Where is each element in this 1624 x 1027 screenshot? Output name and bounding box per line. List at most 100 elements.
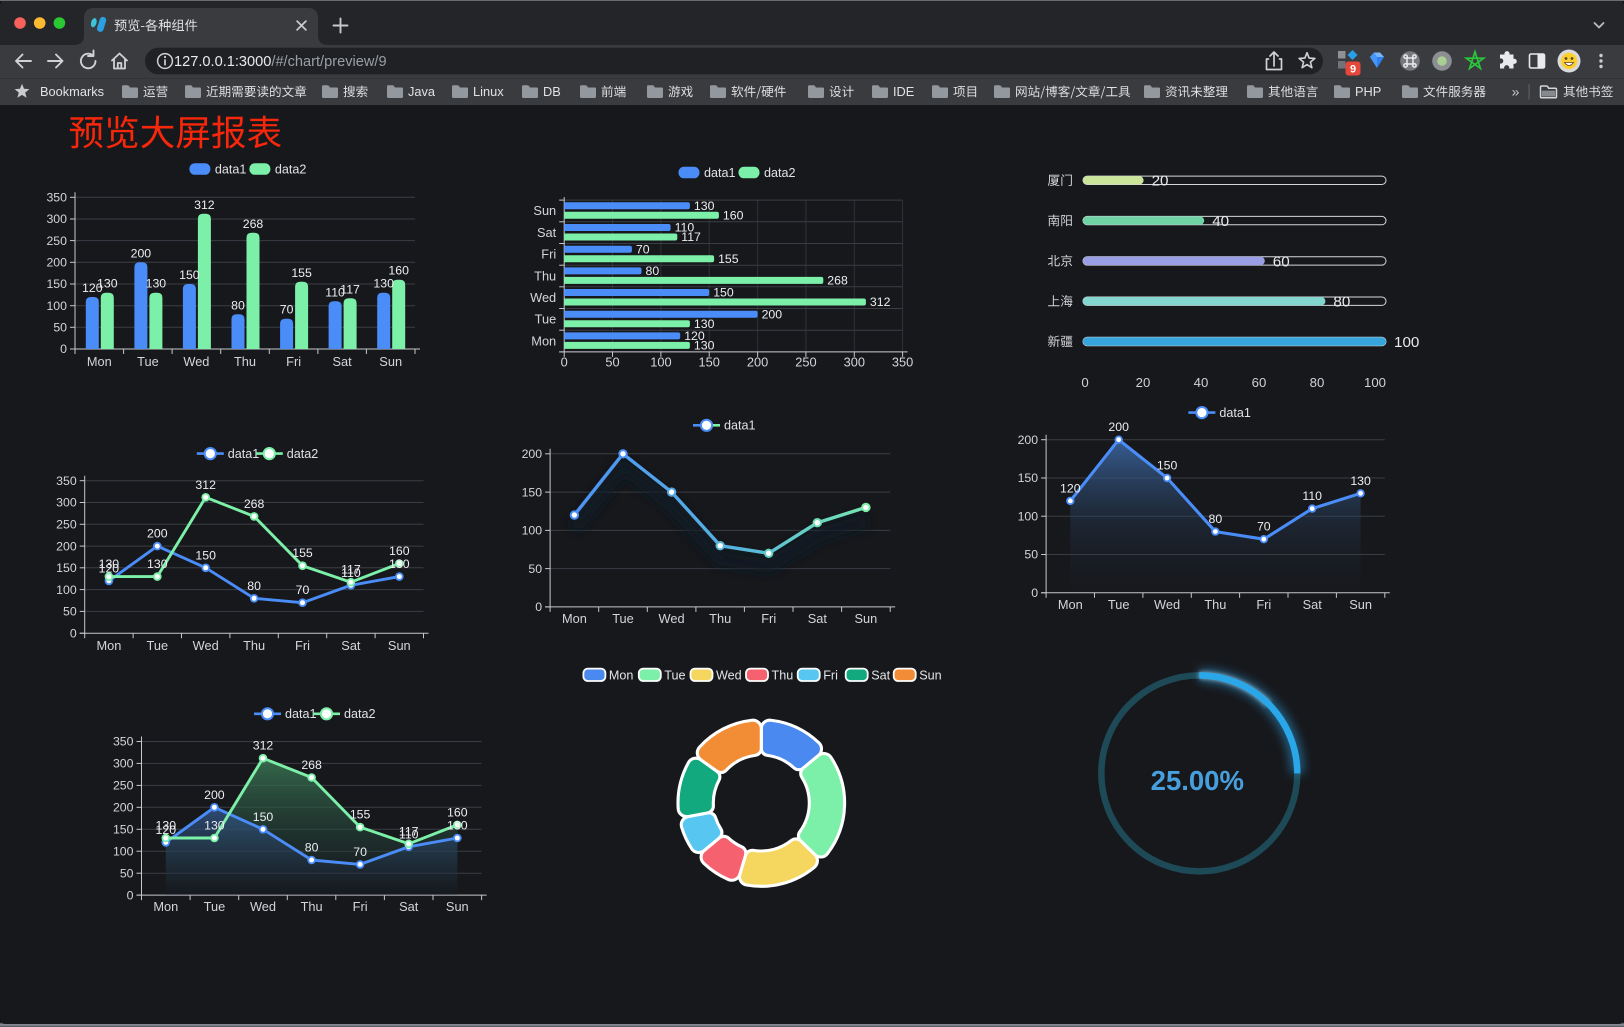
svg-text:110: 110 xyxy=(341,566,361,580)
svg-text:160: 160 xyxy=(389,544,410,558)
svg-text:Fri: Fri xyxy=(286,354,301,369)
svg-text:Mon: Mon xyxy=(87,354,112,369)
svg-text:155: 155 xyxy=(718,252,739,266)
svg-text:150: 150 xyxy=(46,277,67,291)
svg-text:130: 130 xyxy=(373,277,394,291)
svg-text:40: 40 xyxy=(1194,375,1209,390)
svg-text:data1: data1 xyxy=(1219,406,1251,420)
svg-text:130: 130 xyxy=(694,199,715,213)
svg-text:0: 0 xyxy=(70,626,77,640)
svg-text:data1: data1 xyxy=(704,166,736,180)
svg-text:268: 268 xyxy=(243,217,264,231)
svg-text:Mon: Mon xyxy=(531,333,556,348)
svg-text:50: 50 xyxy=(528,562,542,576)
svg-text:117: 117 xyxy=(399,824,419,838)
svg-text:130: 130 xyxy=(147,557,168,571)
svg-text:150: 150 xyxy=(179,268,200,282)
svg-text:0: 0 xyxy=(60,342,67,356)
svg-text:0: 0 xyxy=(1031,586,1038,600)
svg-text:130: 130 xyxy=(389,557,410,571)
svg-text:Fri: Fri xyxy=(353,899,368,914)
svg-text:Thu: Thu xyxy=(301,899,323,914)
svg-text:Sat: Sat xyxy=(399,899,419,914)
svg-text:Thu: Thu xyxy=(1204,597,1226,612)
svg-text:127.0.0.1:3000/#/chart/preview: 127.0.0.1:3000/#/chart/preview/9 xyxy=(174,54,387,70)
svg-text:9: 9 xyxy=(1350,64,1356,76)
svg-text:80: 80 xyxy=(1209,512,1223,526)
svg-text:150: 150 xyxy=(113,823,134,837)
svg-text:110: 110 xyxy=(675,221,695,235)
svg-text:Fri: Fri xyxy=(823,668,838,682)
svg-text:80: 80 xyxy=(231,298,245,312)
svg-text:70: 70 xyxy=(636,242,650,256)
svg-text:50: 50 xyxy=(1024,548,1038,562)
svg-text:Sat: Sat xyxy=(537,225,557,240)
svg-text:200: 200 xyxy=(747,355,768,370)
svg-text:120: 120 xyxy=(684,329,705,343)
svg-text:Java: Java xyxy=(408,84,436,99)
svg-text:Tue: Tue xyxy=(137,354,159,369)
svg-text:Sun: Sun xyxy=(446,899,469,914)
svg-text:350: 350 xyxy=(892,355,913,370)
svg-text:Sun: Sun xyxy=(533,203,556,218)
svg-text:Sun: Sun xyxy=(388,638,411,653)
svg-text:Sat: Sat xyxy=(871,668,890,682)
svg-text:100: 100 xyxy=(46,299,67,313)
svg-text:IDE: IDE xyxy=(893,84,914,99)
svg-text:70: 70 xyxy=(296,583,310,597)
svg-text:Fri: Fri xyxy=(761,611,776,626)
svg-text:0: 0 xyxy=(561,355,568,370)
svg-text:100: 100 xyxy=(56,583,77,597)
svg-text:data2: data2 xyxy=(764,166,796,180)
svg-text:0: 0 xyxy=(127,888,134,902)
svg-text:50: 50 xyxy=(605,355,619,370)
svg-text:268: 268 xyxy=(827,274,848,288)
svg-text:70: 70 xyxy=(353,845,367,859)
svg-text:Bookmarks: Bookmarks xyxy=(40,84,104,99)
svg-text:200: 200 xyxy=(46,256,67,270)
svg-text:Mon: Mon xyxy=(153,899,178,914)
svg-text:100: 100 xyxy=(1018,510,1039,524)
svg-text:150: 150 xyxy=(713,286,734,300)
svg-text:Thu: Thu xyxy=(534,268,556,283)
svg-text:130: 130 xyxy=(204,819,225,833)
svg-text:120: 120 xyxy=(156,823,177,837)
svg-text:40: 40 xyxy=(1212,213,1229,230)
svg-text:data2: data2 xyxy=(275,163,307,177)
svg-text:312: 312 xyxy=(253,739,274,753)
svg-text:268: 268 xyxy=(301,758,322,772)
svg-text:130: 130 xyxy=(97,277,118,291)
svg-text:150: 150 xyxy=(522,485,543,499)
svg-text:Tue: Tue xyxy=(147,638,169,653)
svg-text:20: 20 xyxy=(1136,375,1151,390)
svg-text:350: 350 xyxy=(46,191,67,205)
svg-text:100: 100 xyxy=(1364,375,1386,390)
svg-text:Tue: Tue xyxy=(612,611,634,626)
svg-text:Sat: Sat xyxy=(332,354,352,369)
svg-text:Sat: Sat xyxy=(808,611,828,626)
svg-text:120: 120 xyxy=(1060,481,1081,495)
svg-text:300: 300 xyxy=(844,355,865,370)
svg-text:Sat: Sat xyxy=(341,638,361,653)
svg-text:200: 200 xyxy=(56,539,77,553)
svg-text:268: 268 xyxy=(244,497,265,511)
svg-text:data1: data1 xyxy=(228,447,260,461)
svg-text:150: 150 xyxy=(699,355,720,370)
svg-text:60: 60 xyxy=(1252,375,1267,390)
svg-text:110: 110 xyxy=(325,285,345,299)
svg-text:Sat: Sat xyxy=(1303,597,1323,612)
svg-text:DB: DB xyxy=(543,84,561,99)
svg-text:300: 300 xyxy=(56,496,77,510)
svg-text:250: 250 xyxy=(56,518,77,532)
svg-text:80: 80 xyxy=(305,841,319,855)
svg-text:150: 150 xyxy=(1018,471,1039,485)
svg-text:50: 50 xyxy=(63,605,77,619)
svg-text:200: 200 xyxy=(1018,433,1039,447)
svg-text:160: 160 xyxy=(723,209,744,223)
svg-text:155: 155 xyxy=(350,808,371,822)
svg-text:50: 50 xyxy=(120,866,134,880)
svg-text:100: 100 xyxy=(1394,334,1419,351)
svg-text:250: 250 xyxy=(795,355,816,370)
svg-text:Sun: Sun xyxy=(855,611,878,626)
svg-text:Mon: Mon xyxy=(1058,597,1083,612)
